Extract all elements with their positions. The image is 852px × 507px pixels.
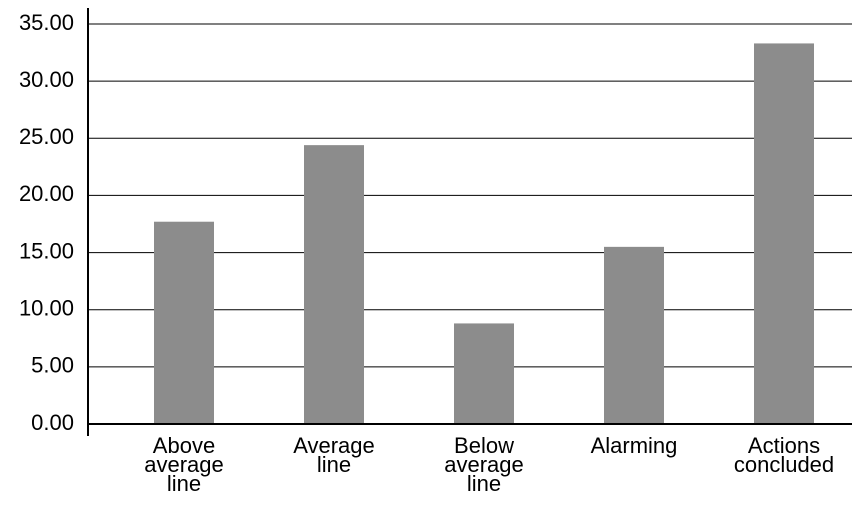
- bar: [604, 246, 664, 424]
- y-tick-label: 15.00: [19, 238, 74, 263]
- bar: [154, 221, 214, 424]
- y-tick-label: 30.00: [19, 67, 74, 92]
- x-tick-label: Alarming: [590, 433, 678, 458]
- y-tick-label: 25.00: [19, 124, 74, 149]
- x-tick-label: Average line: [293, 433, 375, 477]
- y-tick-label: 0.00: [31, 410, 74, 435]
- x-tick-label: Above average line: [144, 433, 224, 496]
- x-tick-label: Actions concluded: [733, 433, 835, 477]
- y-tick-label: 20.00: [19, 181, 74, 206]
- y-tick-label: 10.00: [19, 296, 74, 321]
- y-tick-label: 5.00: [31, 353, 74, 378]
- bar: [304, 145, 364, 424]
- bar: [754, 43, 814, 425]
- bar: [454, 323, 514, 424]
- x-tick-label: Below average line: [444, 433, 524, 496]
- y-tick-label: 35.00: [19, 10, 74, 35]
